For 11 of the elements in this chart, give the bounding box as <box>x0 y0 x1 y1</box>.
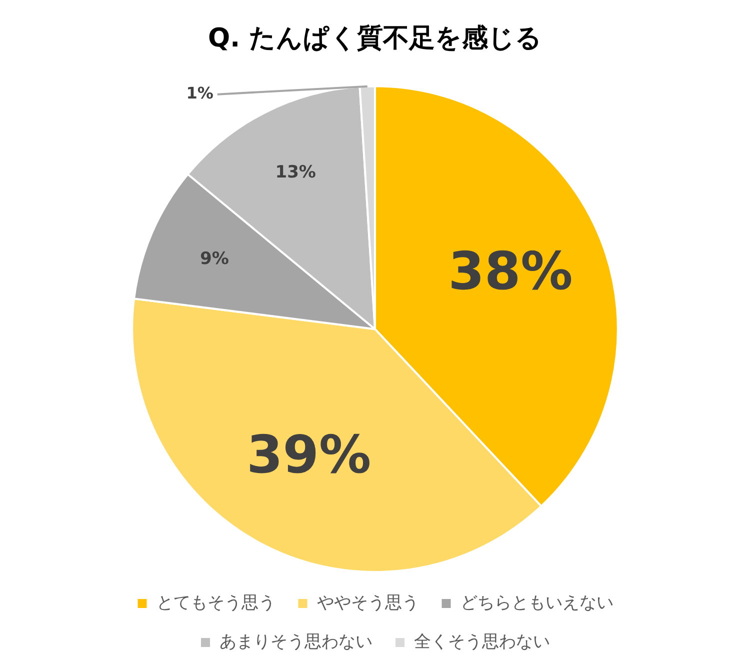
data-label: 1% <box>186 83 214 102</box>
data-label: 9% <box>200 249 229 270</box>
legend-label: あまりそう思わない <box>220 632 372 652</box>
legend-label: どちらともいえない <box>460 592 614 613</box>
legend-label: 全くそう思わない <box>414 632 550 652</box>
data-label: 13% <box>275 162 316 183</box>
chart-title: Q. たんぱく質不足を感じる <box>208 23 542 54</box>
data-label: 39% <box>246 425 372 486</box>
legend-label: とてもそう思う <box>156 592 276 613</box>
legend-label: ややそう思う <box>316 592 419 613</box>
data-label: 38% <box>448 242 573 302</box>
